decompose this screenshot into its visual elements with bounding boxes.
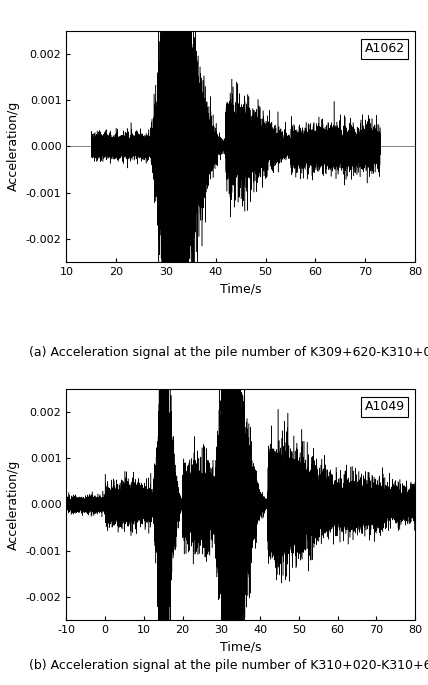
Text: (b) Acceleration signal at the pile number of K310+020-K310+620.: (b) Acceleration signal at the pile numb… [30, 659, 428, 672]
Text: A1062: A1062 [365, 42, 405, 55]
Y-axis label: Acceleration/g: Acceleration/g [7, 459, 20, 549]
X-axis label: Time/s: Time/s [220, 640, 262, 653]
Y-axis label: Acceleration/g: Acceleration/g [7, 101, 20, 192]
X-axis label: Time/s: Time/s [220, 282, 262, 295]
Text: (a) Acceleration signal at the pile number of K309+620-K310+020.: (a) Acceleration signal at the pile numb… [30, 346, 428, 359]
Text: A1049: A1049 [365, 401, 405, 414]
